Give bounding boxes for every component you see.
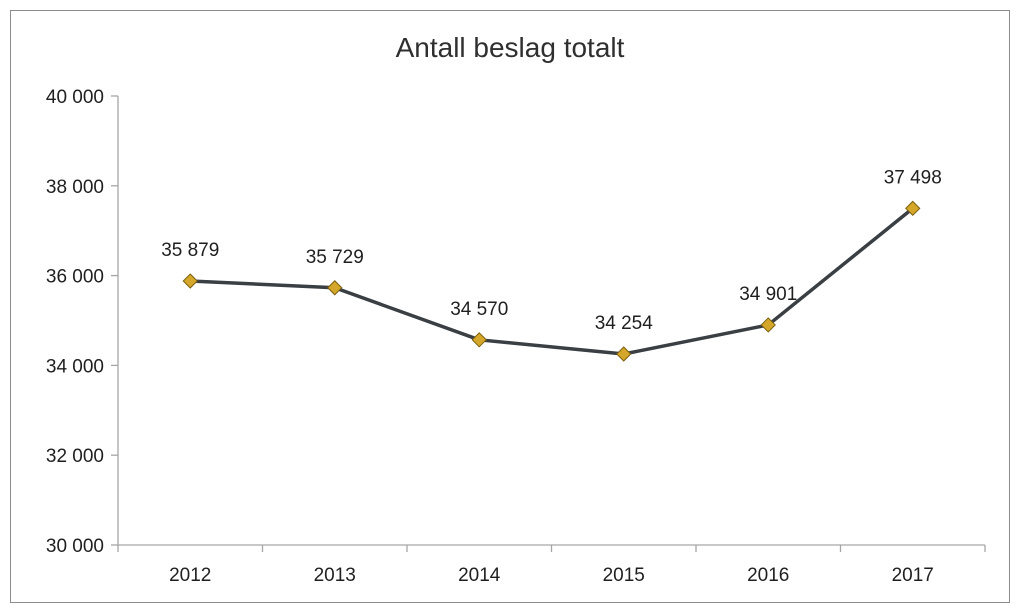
y-tick-label: 38 000 (46, 177, 104, 198)
data-point-marker (760, 317, 776, 333)
data-label: 37 498 (884, 167, 942, 188)
axes (111, 95, 986, 552)
x-tick-label: 2016 (747, 565, 789, 586)
x-tick-label: 2017 (892, 565, 934, 586)
data-point-marker (905, 200, 921, 217)
data-point-marker (327, 280, 343, 296)
data-point-marker (471, 332, 487, 348)
data-label: 35 729 (306, 247, 364, 268)
data-label: 35 879 (161, 240, 219, 261)
x-tick-label: 2012 (169, 565, 211, 586)
y-tick-label: 30 000 (46, 536, 104, 557)
series-line (188, 206, 915, 356)
data-point-marker (182, 273, 198, 289)
y-tick-label: 34 000 (46, 356, 104, 377)
data-label: 34 901 (739, 284, 797, 305)
chart-title: Antall beslag totalt (396, 32, 625, 63)
data-label: 34 570 (450, 299, 508, 320)
chart-frame (10, 10, 1010, 603)
y-tick-label: 40 000 (46, 87, 104, 108)
data-label: 34 254 (595, 313, 654, 334)
x-axis-tick-labels: 2012 2013 2014 2015 2016 2017 (169, 565, 934, 586)
x-tick-label: 2013 (314, 565, 356, 586)
y-axis-tick-labels: 30 000 32 000 34 000 36 000 38 000 40 000 (46, 87, 104, 557)
y-tick-label: 32 000 (46, 446, 104, 467)
data-labels: 35 879 35 729 34 570 34 254 34 901 37 498 (161, 167, 942, 334)
data-point-marker (616, 346, 632, 362)
y-tick-label: 36 000 (46, 267, 104, 288)
x-tick-label: 2015 (603, 565, 645, 586)
data-markers (182, 200, 921, 362)
x-tick-label: 2014 (458, 565, 501, 586)
data-series (188, 206, 915, 356)
